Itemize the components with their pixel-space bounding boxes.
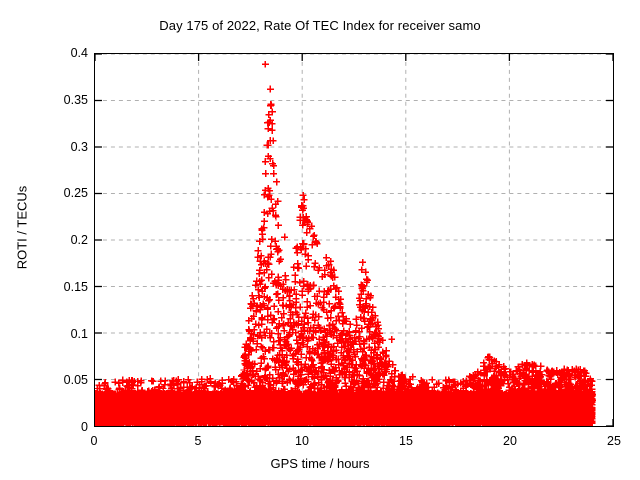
y-tick-label: 0.35 [63,92,88,107]
x-tick-label: 15 [399,434,413,448]
y-tick-label: 0.1 [70,326,88,341]
x-tick-label: 25 [607,434,621,448]
data-points [95,60,596,426]
y-axis-tick-labels: 0 0.05 0.1 0.15 0.2 0.25 0.3 0.35 0.4 [22,46,88,434]
x-tick-label: 10 [295,434,309,448]
y-tick-label: 0.3 [70,139,88,154]
x-tick-label: 20 [503,434,517,448]
x-tick-label: 0 [90,434,98,448]
y-tick-label: 0.2 [70,233,88,247]
y-tick-label: 0.15 [63,279,88,294]
chart-title: Day 175 of 2022, Rate Of TEC Index for r… [159,18,481,33]
y-tick-label: 0.25 [63,186,88,201]
x-tick-label: 5 [194,434,202,448]
y-tick-label: 0 [81,420,88,434]
axis-ticks [95,54,613,426]
x-axis-tick-labels: 0 5 10 15 20 25 [91,434,621,454]
y-tick-label: 0.05 [63,373,88,388]
plot-area [94,53,614,427]
y-axis-title: ROTI / TECUs [14,185,30,270]
gridlines [95,54,613,426]
x-axis-title: GPS time / hours [270,456,370,471]
y-tick-label: 0.4 [70,46,88,60]
